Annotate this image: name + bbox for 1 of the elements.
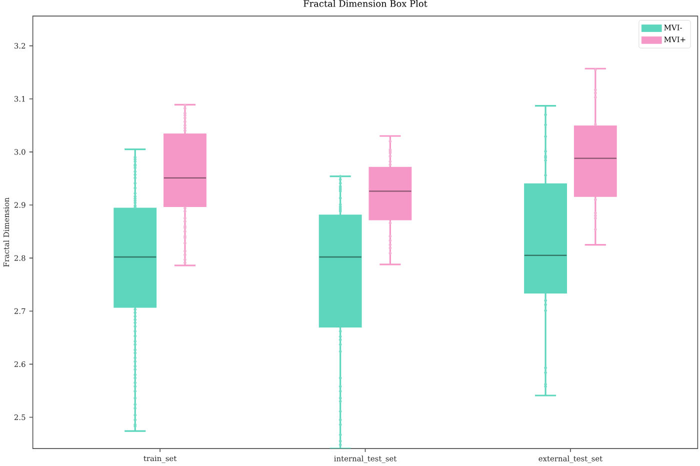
chart-title: Fractal Dimension Box Plot <box>304 0 428 7</box>
